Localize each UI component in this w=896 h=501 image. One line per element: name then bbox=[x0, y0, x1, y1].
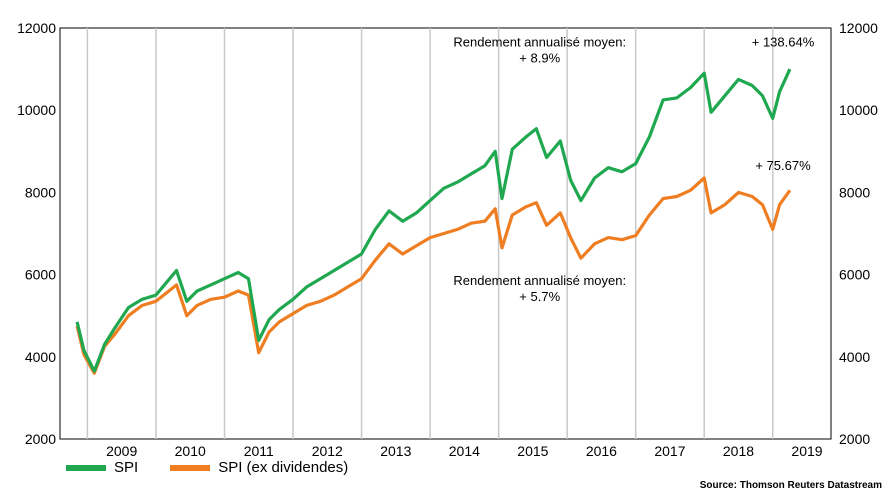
x-tick-label: 2009 bbox=[106, 443, 137, 459]
annotation-spi-total: + 138.64% bbox=[752, 34, 815, 49]
annotation-spi-avg: Rendement annualisé moyen: + 8.9% bbox=[453, 34, 626, 65]
legend-item-spi: SPI bbox=[66, 459, 138, 476]
series-line-spi-ex-dividendes bbox=[75, 176, 792, 375]
right-y-tick-label: 12000 bbox=[839, 20, 878, 36]
right-y-tick-label: 2000 bbox=[839, 431, 870, 447]
x-tick-label: 2012 bbox=[312, 443, 343, 459]
x-tick-label: 2014 bbox=[449, 443, 480, 459]
left-y-tick-label: 10000 bbox=[17, 102, 56, 118]
x-tick-label: 2011 bbox=[244, 443, 274, 459]
left-y-tick-label: 2000 bbox=[25, 431, 56, 447]
left-y-tick-label: 6000 bbox=[25, 267, 56, 283]
annotation-ex-avg: Rendement annualisé moyen: + 5.7% bbox=[453, 273, 626, 304]
annotations: Rendement annualisé moyen: + 8.9% + 138.64… bbox=[453, 34, 814, 303]
source-note: Source: Thomson Reuters Datastream bbox=[699, 480, 882, 491]
x-tick-label: 2010 bbox=[175, 443, 206, 459]
legend-label-spi: SPI bbox=[114, 459, 139, 476]
x-tick-label: 2017 bbox=[654, 443, 685, 459]
right-y-tick-label: 10000 bbox=[839, 102, 878, 118]
left-y-tick-label: 8000 bbox=[25, 184, 56, 200]
legend: SPI SPI (ex dividendes) bbox=[66, 459, 380, 476]
right-y-tick-label: 8000 bbox=[839, 184, 870, 200]
annotation-ex-total: + 75.67% bbox=[755, 158, 811, 173]
right-y-tick-label: 6000 bbox=[839, 267, 870, 283]
left-y-tick-label: 12000 bbox=[17, 20, 56, 36]
right-y-tick-label: 4000 bbox=[839, 349, 870, 365]
right-y-axis: 2000 4000 6000 8000 10000 12000 bbox=[839, 20, 878, 447]
left-y-tick-label: 4000 bbox=[25, 349, 56, 365]
x-tick-label: 2013 bbox=[380, 443, 411, 459]
legend-swatch-spi bbox=[66, 464, 106, 471]
series-line-spi bbox=[75, 68, 792, 373]
x-tick-label: 2019 bbox=[791, 443, 822, 459]
x-tick-label: 2015 bbox=[517, 443, 548, 459]
series-layer bbox=[75, 68, 792, 375]
left-y-axis: 2000 4000 6000 8000 10000 12000 bbox=[17, 20, 56, 447]
legend-item-spi-ex-dividends: SPI (ex dividendes) bbox=[170, 459, 348, 476]
x-tick-label: 2018 bbox=[723, 443, 754, 459]
legend-label-spi-ex-dividends: SPI (ex dividendes) bbox=[218, 459, 349, 476]
x-tick-label: 2016 bbox=[586, 443, 617, 459]
legend-swatch-spi-ex-dividends bbox=[170, 464, 211, 471]
x-axis: 2009 2010 2011 2012 2013 2014 2015 2016 2017 2018… bbox=[106, 443, 823, 459]
